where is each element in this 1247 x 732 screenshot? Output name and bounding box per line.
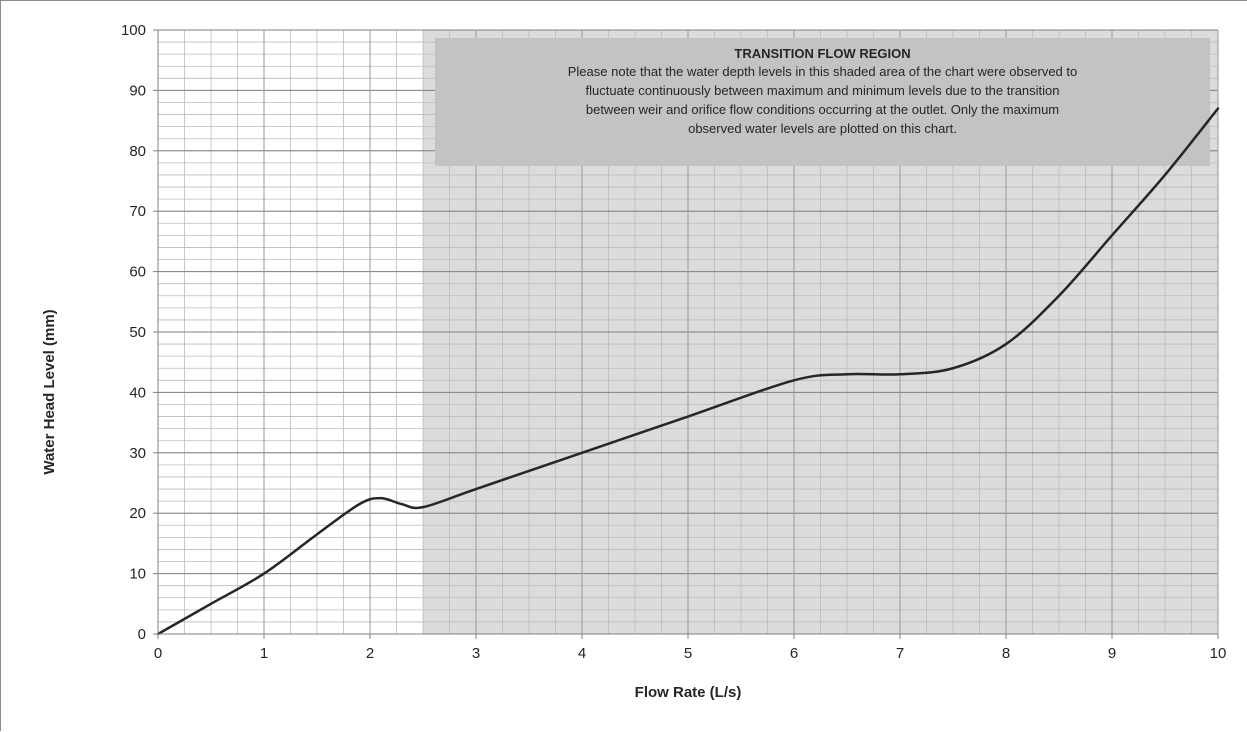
annotation-title: TRANSITION FLOW REGION (734, 46, 910, 61)
x-axis-title: Flow Rate (L/s) (635, 684, 742, 701)
y-tick-label: 10 (129, 566, 146, 583)
y-tick-label: 60 (129, 264, 146, 281)
x-tick-label: 9 (1108, 645, 1116, 662)
y-tick-label: 80 (129, 143, 146, 160)
x-tick-label: 7 (896, 645, 904, 662)
annotation-line: observed water levels are plotted on thi… (688, 121, 957, 136)
y-tick-label: 100 (121, 22, 146, 39)
annotation-box (435, 38, 1210, 166)
x-tick-label: 0 (154, 645, 162, 662)
annotation-line: Please note that the water depth levels … (568, 64, 1077, 79)
y-tick-label: 50 (129, 324, 146, 341)
annotation-line: between weir and orifice flow conditions… (586, 102, 1059, 117)
x-tick-label: 3 (472, 645, 480, 662)
x-tick-label: 6 (790, 645, 798, 662)
x-tick-label: 4 (578, 645, 586, 662)
y-tick-label: 20 (129, 505, 146, 522)
x-tick-label: 2 (366, 645, 374, 662)
annotation-line: fluctuate continuously between maximum a… (585, 83, 1059, 98)
y-tick-label: 0 (138, 626, 146, 643)
y-tick-label: 90 (129, 82, 146, 99)
x-tick-label: 10 (1210, 645, 1227, 662)
x-tick-label: 1 (260, 645, 268, 662)
x-tick-label: 8 (1002, 645, 1010, 662)
series-line-0 (156, 107, 1220, 636)
y-axis-title: Water Head Level (mm) (41, 309, 58, 474)
y-tick-label: 40 (129, 384, 146, 401)
y-tick-label: 70 (129, 203, 146, 220)
x-tick-label: 5 (684, 645, 692, 662)
y-tick-label: 30 (129, 445, 146, 462)
